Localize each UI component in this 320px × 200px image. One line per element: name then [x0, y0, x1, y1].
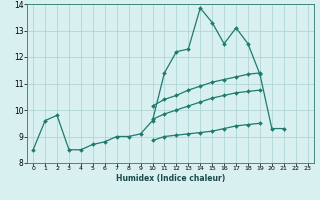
X-axis label: Humidex (Indice chaleur): Humidex (Indice chaleur)	[116, 174, 225, 183]
